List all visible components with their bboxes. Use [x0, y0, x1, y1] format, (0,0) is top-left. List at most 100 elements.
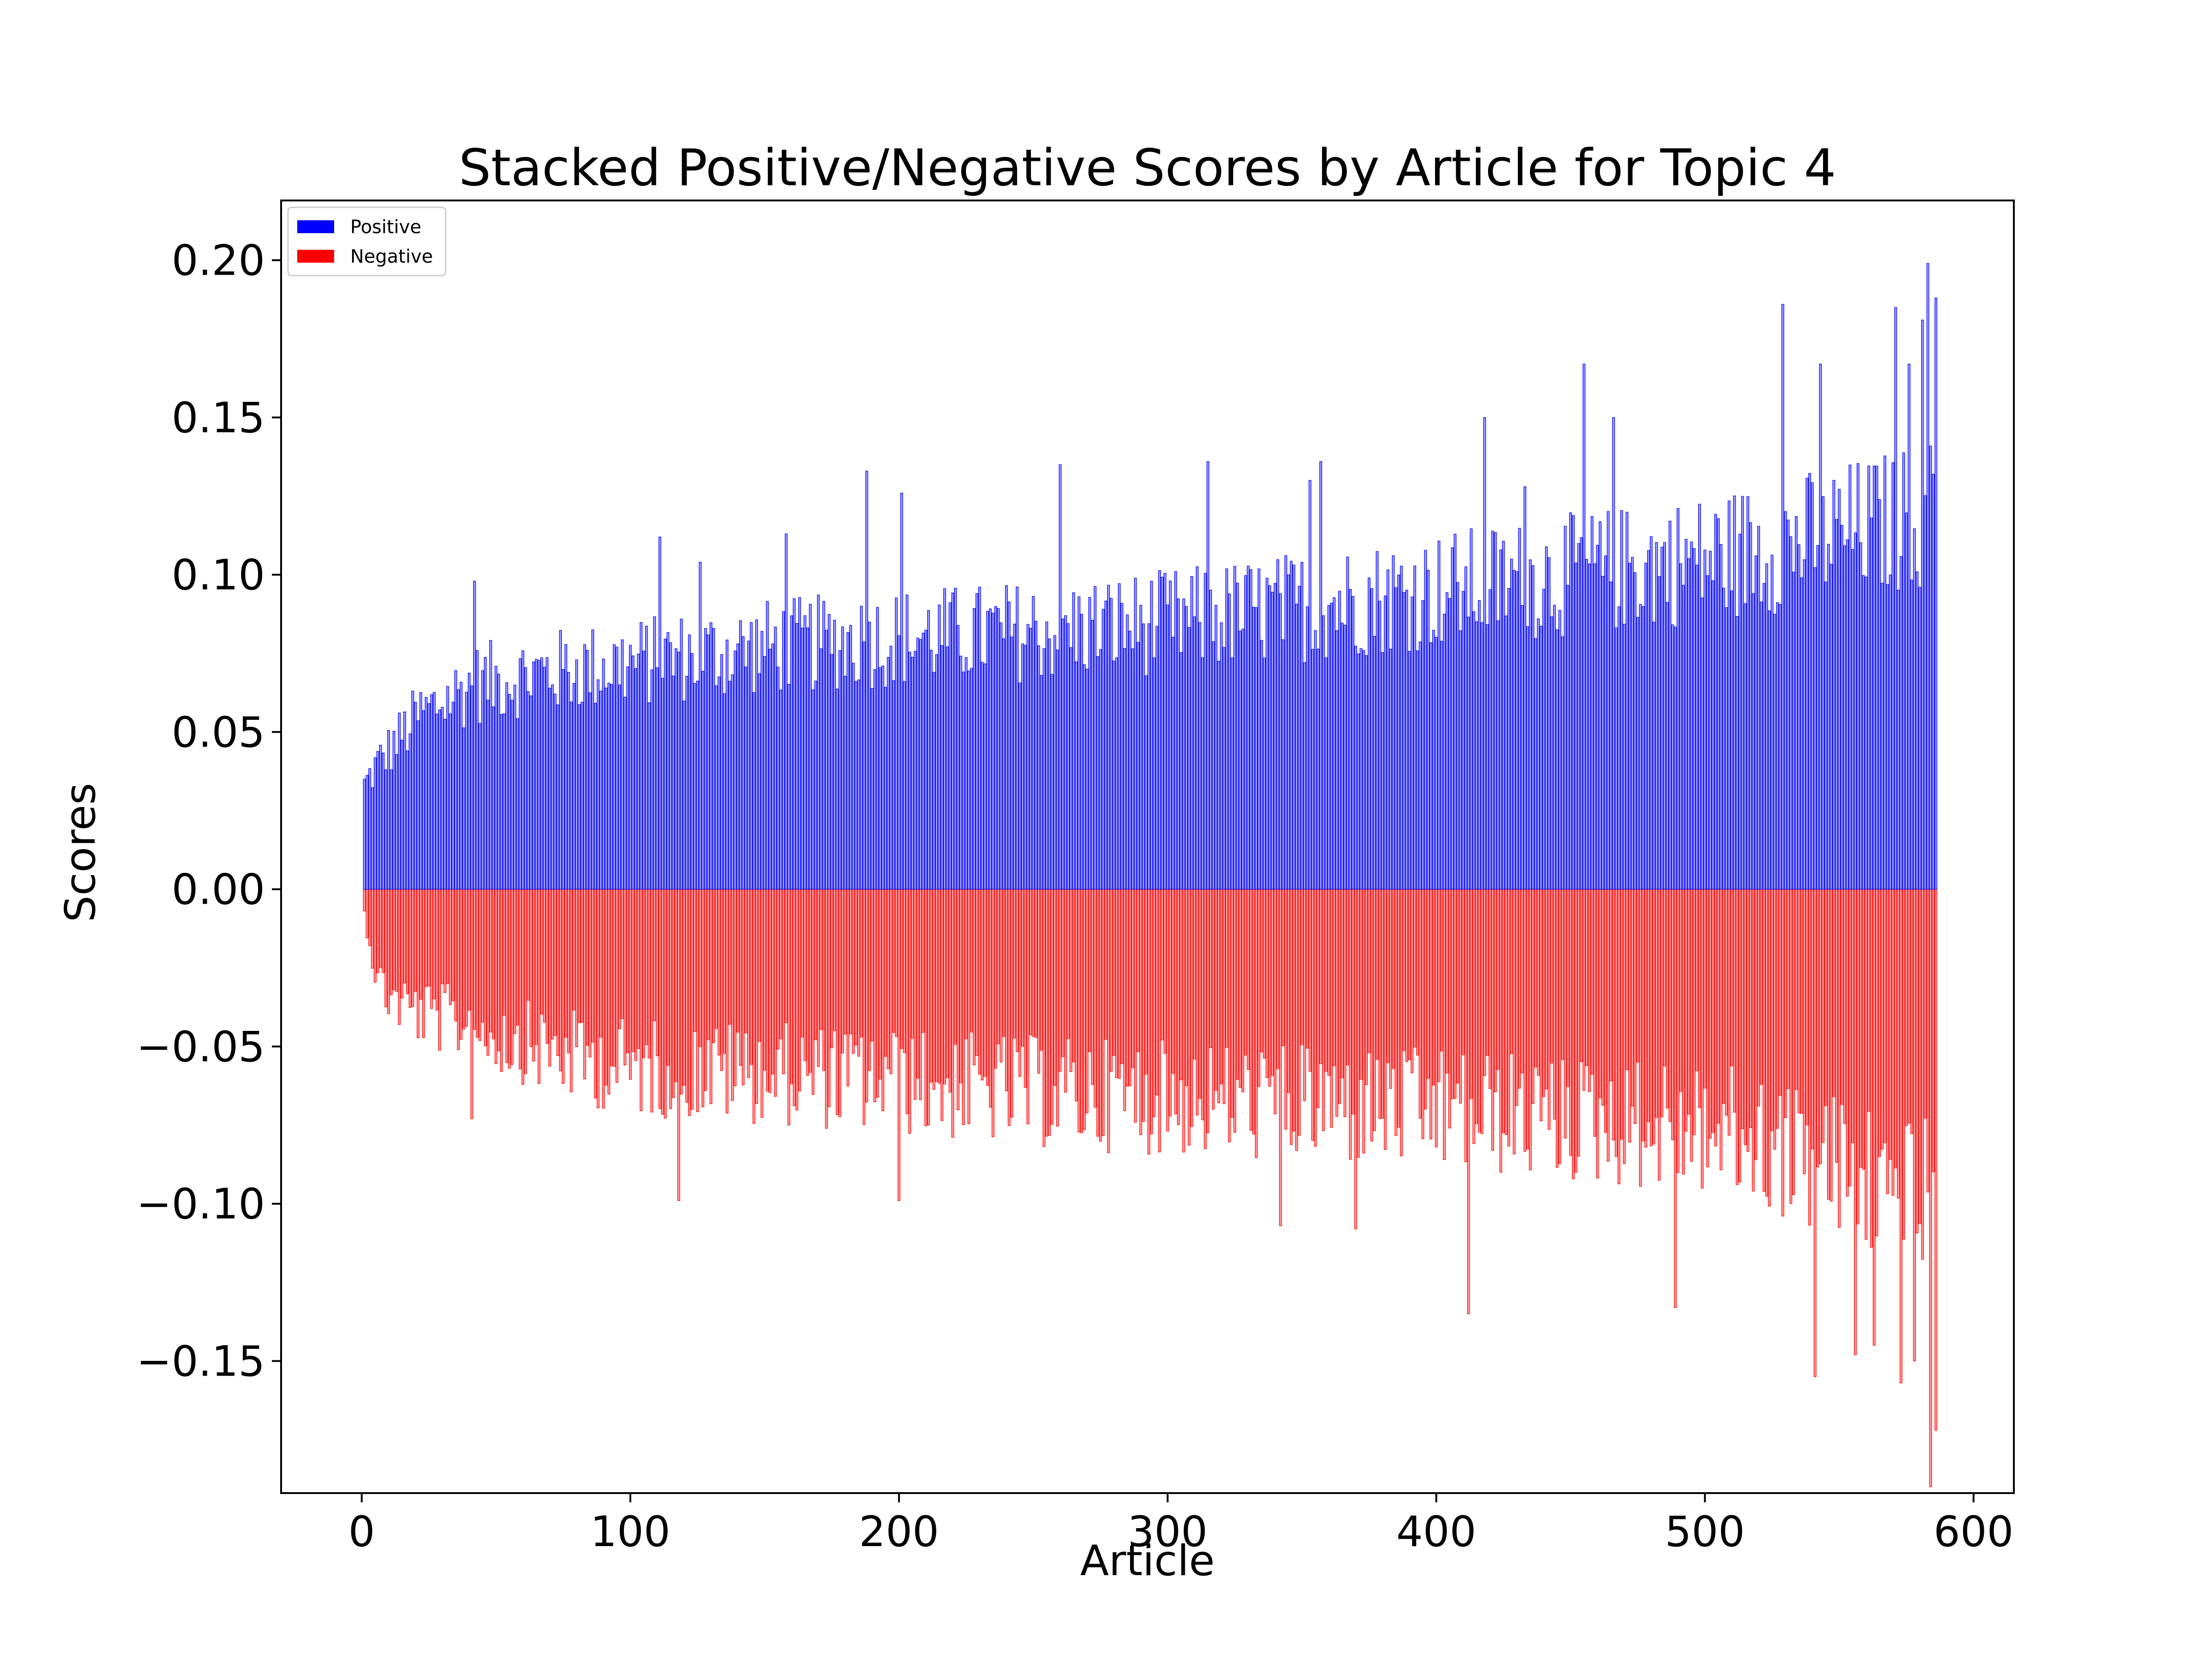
positive-bar [1918, 587, 1921, 890]
negative-bar [1472, 889, 1476, 1144]
negative-bar [1467, 889, 1470, 1314]
negative-bar [1859, 889, 1862, 1168]
negative-bar [1924, 889, 1927, 1119]
negative-bar [876, 889, 879, 1098]
y-tick-label: 0.00 [171, 866, 265, 914]
negative-bar [1803, 889, 1806, 1174]
positive-bar [1478, 600, 1481, 890]
positive-bar [725, 639, 729, 890]
positive-bar [709, 622, 712, 890]
negative-bar [769, 889, 771, 1093]
negative-bar [379, 889, 382, 968]
negative-bar [656, 889, 659, 1056]
negative-bar [1021, 889, 1024, 1047]
negative-bar [1381, 889, 1384, 1119]
positive-bar [1000, 622, 1003, 890]
positive-bar [833, 620, 836, 890]
positive-bar [1212, 641, 1215, 890]
negative-bar [1257, 889, 1260, 1087]
positive-bar [1408, 651, 1411, 890]
negative-bar [1907, 889, 1911, 1124]
positive-bar [1762, 583, 1765, 890]
negative-bar [1453, 889, 1457, 1099]
negative-bar [1658, 889, 1661, 1181]
negative-bar [1402, 889, 1406, 1051]
negative-bar [1169, 889, 1172, 1117]
positive-bar [615, 647, 618, 890]
negative-bar [1134, 889, 1137, 1123]
positive-bar [403, 712, 406, 890]
positive-bar [518, 658, 522, 890]
positive-bar [1693, 548, 1696, 890]
negative-bar [591, 889, 594, 1043]
negative-bar [715, 889, 718, 1029]
negative-bar [1545, 889, 1548, 1089]
positive-bar [1494, 532, 1497, 890]
negative-bar [1427, 889, 1430, 1079]
positive-bar [419, 692, 423, 890]
negative-bar [1813, 889, 1817, 1377]
positive-bar [1013, 624, 1016, 890]
positive-bar [1042, 648, 1046, 890]
positive-bar [803, 615, 806, 890]
positive-bar [1883, 455, 1887, 890]
positive-bar [806, 627, 809, 890]
positive-bar [551, 684, 554, 890]
negative-bar [763, 889, 766, 1071]
negative-bar [1499, 889, 1502, 1173]
positive-bar [537, 660, 541, 890]
positive-bar [1757, 526, 1760, 890]
positive-bar [1303, 662, 1306, 890]
positive-bar [1416, 650, 1419, 890]
negative-bar [1091, 889, 1094, 1085]
positive-bar [1220, 622, 1223, 890]
positive-bar [771, 643, 774, 890]
negative-bar [1220, 889, 1223, 1084]
negative-bar [911, 889, 914, 1039]
negative-bar [1929, 889, 1932, 1487]
negative-bar [1263, 889, 1266, 1059]
positive-bar [1870, 518, 1873, 890]
negative-bar [500, 889, 503, 1072]
positive-bar [422, 710, 425, 890]
positive-bar [1765, 563, 1768, 890]
negative-bar [1634, 889, 1636, 1124]
positive-bar [1397, 575, 1400, 890]
negative-bar [690, 889, 694, 1110]
negative-bar [785, 889, 788, 1023]
positive-bar [779, 689, 782, 890]
positive-bar [1096, 656, 1100, 890]
positive-bar [374, 757, 377, 890]
positive-bar [970, 668, 973, 890]
positive-bar [527, 691, 530, 890]
negative-bar [935, 889, 938, 1082]
positive-bar [1381, 652, 1384, 890]
negative-bar [1784, 889, 1787, 1118]
negative-bar [578, 889, 581, 1024]
negative-bar [1905, 889, 1908, 1126]
positive-bar [637, 653, 640, 890]
negative-bar [800, 889, 804, 1038]
positive-bar [930, 650, 933, 890]
legend-label-negative: Negative [350, 246, 433, 267]
negative-bar [588, 889, 592, 1058]
negative-bar [1838, 889, 1841, 1228]
positive-bar [1797, 544, 1800, 890]
negative-bar [1136, 889, 1140, 1052]
negative-bar [1738, 889, 1741, 1182]
negative-bar [1580, 889, 1583, 1062]
positive-bar [1529, 559, 1532, 890]
negative-bar [1158, 889, 1161, 1153]
negative-bar [1776, 889, 1779, 1129]
positive-bar [1816, 545, 1819, 890]
positive-bar [922, 633, 925, 890]
positive-bar [1383, 595, 1387, 890]
positive-bar [1279, 593, 1282, 890]
negative-bar [1714, 889, 1717, 1147]
negative-bar [1741, 889, 1744, 1130]
positive-bar [1499, 549, 1502, 890]
negative-bar [1314, 889, 1317, 1147]
negative-bar [1765, 889, 1768, 1197]
positive-bar [457, 689, 460, 890]
negative-bar [1918, 889, 1921, 1224]
